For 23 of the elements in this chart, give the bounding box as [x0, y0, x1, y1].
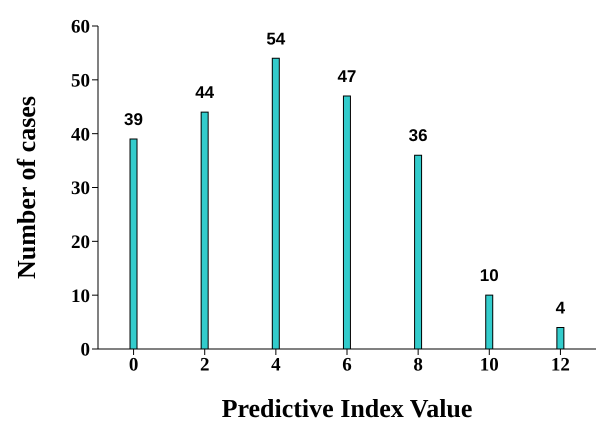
x-tick-label: 8	[413, 354, 423, 376]
y-axis-title: Number of cases	[12, 96, 42, 279]
data-label: 54	[266, 29, 286, 48]
data-label: 10	[480, 266, 499, 286]
y-tick-label: 10	[71, 286, 90, 307]
data-label: 47	[337, 66, 356, 86]
y-tick-label: 0	[80, 340, 90, 361]
x-tick-label: 6	[342, 354, 352, 376]
x-tick-label: 4	[271, 354, 282, 376]
x-tick-label: 2	[200, 354, 210, 376]
x-tick-label: 0	[128, 354, 138, 376]
y-tick-label: 20	[71, 232, 90, 254]
x-tick-label: 10	[480, 354, 499, 376]
y-tick-label: 60	[71, 16, 90, 38]
data-label: 44	[195, 83, 215, 102]
y-tick-label: 30	[71, 178, 90, 200]
data-label: 4	[556, 298, 566, 318]
data-label: 39	[124, 110, 143, 130]
y-tick-label: 40	[71, 124, 90, 146]
y-tick-label: 50	[71, 70, 90, 92]
data-label: 36	[408, 126, 428, 146]
x-axis-title: Predictive Index Value	[222, 394, 472, 423]
x-tick-label: 12	[550, 354, 570, 376]
